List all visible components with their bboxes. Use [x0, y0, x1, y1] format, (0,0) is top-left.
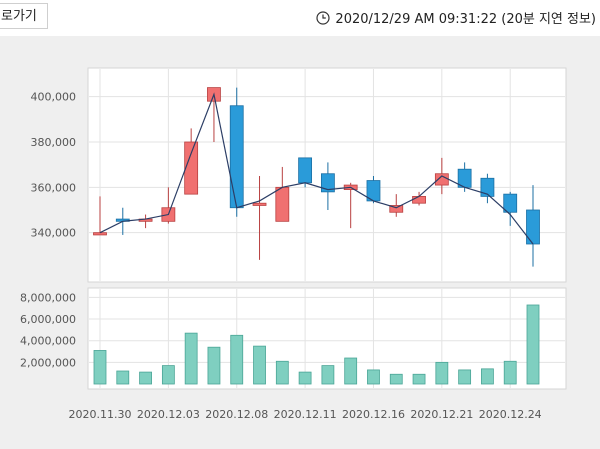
candle-body — [184, 141, 199, 195]
timestamp-text: 2020/12/29 AM 09:31:22 (20분 지연 정보) — [335, 12, 596, 27]
candle-body — [503, 193, 518, 213]
stock-chart: 400,000 380,000 360,000 340,000 8,000,000 6,… — [20, 67, 567, 421]
volume-y-tick-label: 8,000,000 — [20, 291, 76, 304]
volume-bar — [481, 368, 494, 385]
volume-bar — [93, 350, 107, 385]
volume-y-ticks: 8,000,000 6,000,000 4,000,000 2,000,000 — [20, 291, 76, 369]
volume-bar — [389, 373, 403, 385]
volume-bar — [139, 371, 152, 385]
volume-bar — [526, 304, 540, 385]
volume-y-tick-label: 6,000,000 — [20, 313, 76, 326]
volume-bar — [230, 334, 244, 385]
candle-body — [275, 186, 290, 222]
clock-icon — [316, 10, 331, 25]
volume-bar — [503, 360, 517, 385]
price-y-tick-label: 340,000 — [31, 227, 77, 240]
candle-body — [320, 173, 335, 193]
price-y-ticks: 400,000 380,000 360,000 340,000 — [31, 91, 77, 240]
volume-bar — [321, 365, 335, 385]
x-tick-label: 2020.12.08 — [205, 408, 268, 421]
x-tick-label: 2020.11.30 — [69, 408, 132, 421]
shortcut-button[interactable]: 로가기 — [0, 3, 48, 29]
candle-body — [412, 195, 426, 204]
volume-bar — [184, 332, 198, 385]
candle-body — [229, 105, 244, 209]
price-y-tick-label: 400,000 — [31, 91, 77, 104]
candle-body — [298, 157, 313, 184]
x-tick-label: 2020.12.16 — [342, 408, 405, 421]
volume-bar — [435, 361, 449, 385]
timestamp: 2020/12/29 AM 09:31:22 (20분 지연 정보) — [316, 8, 596, 27]
candle-body — [480, 177, 495, 197]
ma-line — [99, 92, 534, 245]
volume-bar — [207, 346, 221, 385]
volume-bars — [93, 304, 540, 385]
x-tick-label: 2020.12.21 — [410, 408, 473, 421]
candle-body — [252, 202, 267, 206]
candle-body — [93, 232, 107, 236]
volume-bar — [412, 373, 426, 385]
volume-bar — [161, 365, 175, 385]
volume-bar — [367, 369, 380, 385]
volume-bar — [253, 345, 266, 385]
top-bar: 로가기 2020/12/29 AM 09:31:22 (20분 지연 정보) — [0, 0, 600, 36]
x-tick-label: 2020.12.03 — [137, 408, 200, 421]
price-y-tick-label: 360,000 — [31, 181, 77, 194]
price-plot-area — [87, 67, 567, 283]
volume-y-tick-label: 4,000,000 — [20, 335, 76, 348]
volume-bar — [298, 371, 312, 385]
x-tick-label: 2020.12.24 — [479, 408, 542, 421]
volume-y-tick-label: 2,000,000 — [20, 356, 76, 369]
volume-bar — [116, 370, 130, 385]
candle-body — [389, 205, 404, 213]
price-y-tick-label: 380,000 — [31, 136, 77, 149]
x-ticks: 2020.11.30 2020.12.03 2020.12.08 2020.12.11… — [69, 408, 542, 421]
volume-bar — [458, 369, 472, 385]
volume-bar — [275, 360, 289, 385]
volume-bar — [344, 357, 358, 385]
chart-panel: 400,000 380,000 360,000 340,000 8,000,000 6,… — [0, 36, 600, 449]
x-tick-label: 2020.12.11 — [274, 408, 337, 421]
